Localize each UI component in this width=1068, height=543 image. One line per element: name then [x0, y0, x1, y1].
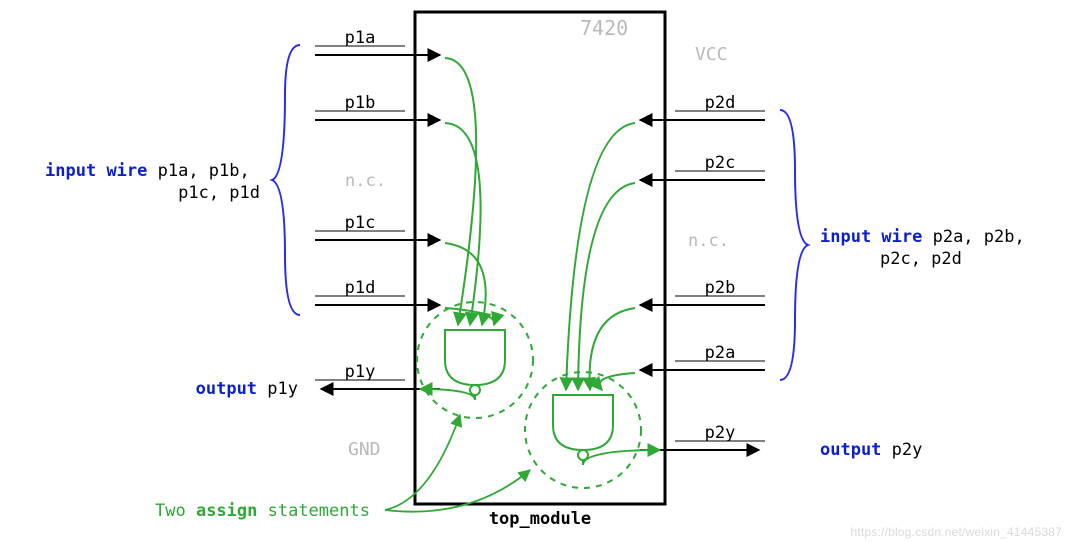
nc-right: n.c.	[688, 231, 729, 251]
chip-body	[415, 12, 665, 504]
svg-text:p1a: p1a	[345, 28, 376, 48]
module-name: top_module	[489, 509, 591, 529]
nc-left: n.c.	[345, 171, 386, 191]
right-inputs-label: input wire p2a, p2b, p2c, p2d	[820, 227, 1035, 269]
diagram-canvas: 7420 VCC GND n.c. n.c. top_module p1a p1…	[0, 0, 1068, 543]
svg-text:p2a: p2a	[705, 343, 736, 363]
right-output-label: output p2y	[820, 440, 922, 460]
svg-text:p1c: p1c	[345, 213, 376, 233]
svg-text:p2c: p2c	[705, 153, 736, 173]
left-inputs-label: input wire p1a, p1b, p1c, p1d	[45, 161, 260, 203]
svg-text:p1b: p1b	[345, 93, 376, 113]
svg-text:p2y: p2y	[705, 423, 736, 443]
right-brace	[780, 110, 808, 380]
svg-text:p1d: p1d	[345, 278, 376, 298]
part-number: 7420	[580, 16, 628, 40]
watermark: https://blog.csdn.net/weixin_41445387	[850, 525, 1062, 539]
svg-text:Two assign statements: Two assign statements	[155, 501, 370, 521]
vcc-label: VCC	[695, 44, 728, 65]
svg-text:p2b: p2b	[705, 278, 736, 298]
gnd-label: GND	[348, 439, 381, 460]
svg-text:p1y: p1y	[345, 362, 376, 382]
left-brace	[272, 45, 300, 315]
svg-text:p2d: p2d	[705, 93, 736, 113]
left-output-label: output p1y	[196, 379, 298, 399]
